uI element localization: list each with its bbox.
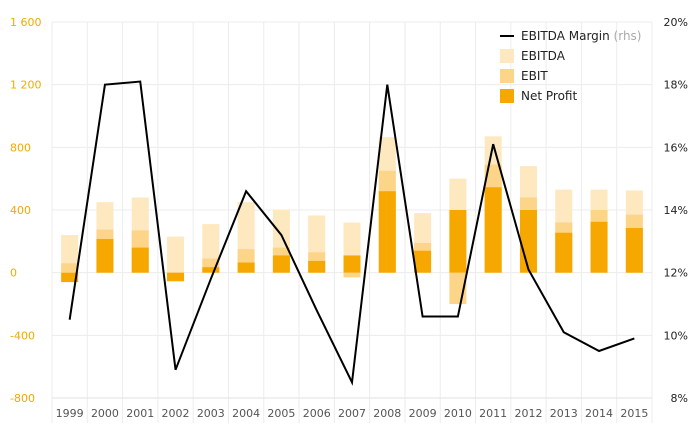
legend-marker-box (500, 49, 514, 63)
x-tick-label: 2002 (162, 407, 190, 420)
y-left-tick-label: 1 600 (10, 16, 42, 29)
legend-label: EBITDA Margin (rhs) (521, 29, 642, 43)
legend-label: EBIT (521, 69, 548, 83)
right-axis: 8% 10% 12% 14% 16% 18% 20% (664, 16, 688, 405)
bar-net-profit (61, 272, 79, 283)
x-tick-label: 2005 (267, 407, 295, 420)
bar-net-profit (590, 221, 608, 273)
y-left-tick-label: 800 (10, 141, 31, 154)
y-right-tick-label: 10% (664, 329, 688, 342)
y-left-tick-label: 400 (10, 204, 31, 217)
x-tick-label: 2011 (479, 407, 507, 420)
y-left-tick-label: 1 200 (10, 79, 42, 92)
bar-net-profit (308, 260, 326, 273)
bar-net-profit (519, 210, 537, 273)
x-tick-label: 2015 (620, 407, 648, 420)
y-left-tick-label: -800 (10, 392, 35, 405)
x-tick-label: 2012 (514, 407, 542, 420)
left-axis: -800 -400 0 400 800 1 200 1 600 (10, 16, 42, 405)
x-tick-label: 2001 (126, 407, 154, 420)
bar-net-profit (131, 247, 149, 273)
bar-ebit (61, 263, 79, 273)
bar-net-profit (96, 238, 114, 273)
bar-net-profit (167, 272, 185, 282)
bar-net-profit (272, 255, 290, 273)
legend-marker-box (500, 69, 514, 83)
y-left-tick-label: 0 (10, 267, 17, 280)
bar-ebitda (167, 236, 185, 273)
line-layer (68, 80, 635, 386)
x-tick-label: 2003 (197, 407, 225, 420)
bar-net-profit (237, 262, 255, 273)
x-tick-label: 2007 (338, 407, 366, 420)
y-right-tick-label: 16% (664, 141, 688, 154)
x-tick-label: 1999 (56, 407, 84, 420)
x-axis: 1999 2000 2001 2002 2003 2004 2005 2006 2007 2008… (56, 407, 649, 420)
legend-label: EBITDA (521, 49, 566, 63)
x-tick-label: 2006 (303, 407, 331, 420)
bar-ebit (343, 272, 361, 278)
bar-net-profit (555, 232, 573, 273)
x-tick-label: 2010 (444, 407, 472, 420)
y-right-tick-label: 12% (664, 267, 688, 280)
y-left-tick-label: -400 (10, 329, 35, 342)
bar-net-profit (414, 250, 432, 273)
y-right-tick-label: 20% (664, 16, 688, 29)
x-tick-label: 2008 (373, 407, 401, 420)
bar-net-profit (378, 191, 396, 273)
x-tick-label: 2009 (409, 407, 437, 420)
grid-layer (51, 21, 653, 423)
x-tick-label: 2014 (585, 407, 613, 420)
x-tick-label: 2013 (550, 407, 578, 420)
legend-label: Net Profit (521, 89, 577, 103)
legend-marker-box (500, 89, 514, 103)
legend-sublabel: (rhs) (610, 29, 642, 43)
bar-net-profit (449, 210, 467, 273)
bar-net-profit (202, 267, 220, 273)
x-tick-label: 2004 (232, 407, 260, 420)
y-right-tick-label: 14% (664, 204, 688, 217)
bar-net-profit (484, 187, 502, 273)
legend: EBITDA Margin (rhs) EBITDA EBIT Net Profit (500, 29, 642, 103)
bar-net-profit (625, 228, 643, 273)
bar-net-profit (343, 255, 361, 273)
y-right-tick-label: 18% (664, 79, 688, 92)
y-right-tick-label: 8% (671, 392, 688, 405)
bar-layer (61, 136, 643, 304)
x-tick-label: 2000 (91, 407, 119, 420)
